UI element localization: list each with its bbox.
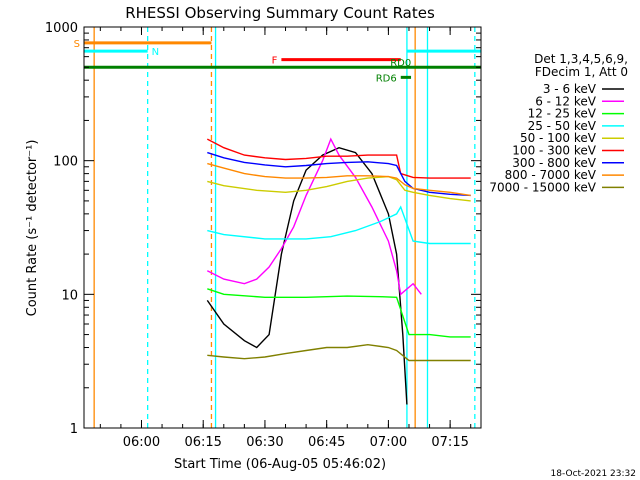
series-line-4 bbox=[207, 175, 471, 202]
y-tick-label-3: 1000 bbox=[45, 21, 78, 36]
y-axis-label: Count Rate (s⁻¹ detector⁻¹) bbox=[25, 140, 40, 317]
flag-label-5: RD6 bbox=[376, 73, 397, 84]
footer-date: 18-Oct-2021 23:32 bbox=[551, 469, 636, 479]
y-tick-label-1: 10 bbox=[61, 288, 78, 303]
legend-entry-1: 6 - 12 keV bbox=[535, 94, 597, 108]
legend-entry-2: 12 - 25 keV bbox=[528, 107, 597, 121]
series-line-6 bbox=[207, 151, 471, 197]
y-tick-label-2: 100 bbox=[53, 155, 78, 170]
chart-title: RHESSI Observing Summary Count Rates bbox=[125, 4, 435, 22]
flag-label-4: RD0 bbox=[390, 58, 411, 69]
series-line-1 bbox=[206, 137, 422, 296]
x-tick-label-4: 07:00 bbox=[370, 435, 407, 450]
flag-label-0: S bbox=[74, 39, 80, 50]
x-tick-label-5: 07:15 bbox=[431, 435, 468, 450]
flag-label-3: F bbox=[272, 56, 278, 67]
legend-entry-0: 3 - 6 keV bbox=[543, 82, 597, 96]
y-tick-label-0: 1 bbox=[70, 422, 78, 437]
x-axis-label: Start Time (06-Aug-05 05:46:02) bbox=[174, 457, 386, 472]
series-line-8 bbox=[207, 343, 471, 362]
legend-header-1: FDecim 1, Att 0 bbox=[535, 65, 628, 79]
legend-header-0: Det 1,3,4,5,6,9, bbox=[534, 52, 628, 66]
x-tick-label-1: 06:15 bbox=[184, 435, 221, 450]
x-tick-label-0: 06:00 bbox=[123, 435, 160, 450]
series-line-3 bbox=[207, 205, 471, 245]
flags-layer: S N F RD0 RD6 bbox=[74, 39, 481, 84]
vertical-lines-layer bbox=[93, 27, 476, 428]
axes-layer: 06:00 06:15 06:30 06:45 07:00 07:15 1 10 100 1000 bbox=[45, 21, 481, 450]
legend-entry-5: 100 - 300 keV bbox=[512, 144, 596, 158]
flag-label-1: N bbox=[152, 47, 159, 58]
series-line-7 bbox=[207, 162, 471, 197]
series-line-2 bbox=[207, 288, 471, 338]
legend-entry-8: 7000 - 15000 keV bbox=[489, 180, 596, 194]
legend-entry-6: 300 - 800 keV bbox=[512, 156, 596, 170]
legend: Det 1,3,4,5,6,9,FDecim 1, Att 0 3 - 6 keV… bbox=[489, 52, 628, 194]
series-line-0 bbox=[206, 146, 408, 405]
legend-entry-7: 800 - 7000 keV bbox=[505, 168, 597, 182]
x-tick-label-2: 06:30 bbox=[246, 435, 283, 450]
legend-entry-3: 25 - 50 keV bbox=[528, 119, 597, 133]
plot-frame bbox=[83, 26, 482, 429]
x-tick-label-3: 06:45 bbox=[308, 435, 345, 450]
series-layer bbox=[206, 137, 471, 405]
series-line-5 bbox=[206, 138, 471, 179]
legend-entry-4: 50 - 100 keV bbox=[520, 131, 597, 145]
